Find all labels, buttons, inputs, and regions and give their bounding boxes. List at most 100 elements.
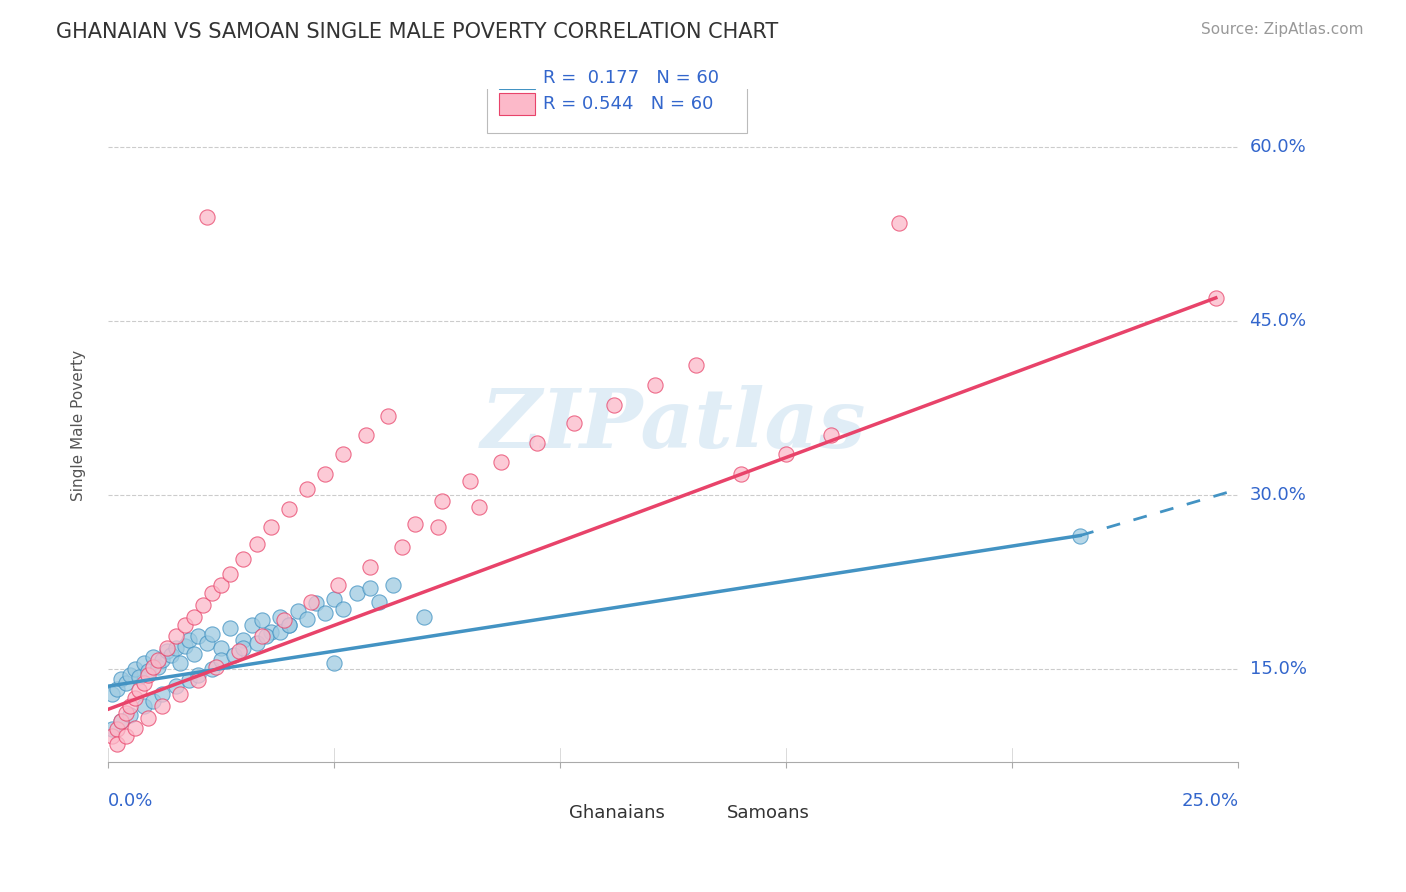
- Point: [132, 698, 155, 713]
- Point: [128, 670, 150, 684]
- Point: [110, 714, 132, 728]
- Text: R = 0.544   N = 60: R = 0.544 N = 60: [543, 95, 713, 113]
- Point: [115, 675, 138, 690]
- Point: [242, 617, 264, 632]
- Text: ZIPatlas: ZIPatlas: [481, 385, 866, 466]
- Point: [101, 722, 124, 736]
- Point: [105, 722, 128, 736]
- Point: [105, 681, 128, 696]
- Point: [173, 639, 195, 653]
- Point: [368, 594, 391, 608]
- Point: [332, 601, 354, 615]
- Point: [820, 427, 842, 442]
- FancyBboxPatch shape: [486, 59, 747, 133]
- Text: 0.0%: 0.0%: [108, 792, 153, 810]
- Point: [132, 675, 155, 690]
- Point: [730, 467, 752, 481]
- Point: [138, 710, 160, 724]
- Point: [277, 501, 299, 516]
- Point: [169, 687, 191, 701]
- Point: [195, 636, 218, 650]
- Point: [1069, 528, 1091, 542]
- Point: [381, 578, 404, 592]
- Point: [105, 737, 128, 751]
- Point: [150, 687, 173, 701]
- Point: [110, 673, 132, 687]
- Point: [165, 640, 187, 655]
- Text: 45.0%: 45.0%: [1250, 312, 1306, 330]
- Point: [155, 644, 177, 658]
- Point: [277, 617, 299, 632]
- Point: [228, 644, 250, 658]
- Point: [458, 474, 481, 488]
- Point: [432, 493, 454, 508]
- Point: [124, 690, 146, 705]
- Point: [277, 617, 299, 632]
- Point: [644, 377, 666, 392]
- Point: [287, 604, 309, 618]
- Point: [685, 358, 707, 372]
- Text: Source: ZipAtlas.com: Source: ZipAtlas.com: [1201, 22, 1364, 37]
- Point: [603, 398, 626, 412]
- Point: [150, 698, 173, 713]
- Point: [775, 447, 797, 461]
- Point: [269, 624, 291, 639]
- Point: [165, 679, 187, 693]
- Point: [254, 629, 277, 643]
- Point: [889, 215, 911, 229]
- Point: [391, 540, 413, 554]
- Point: [314, 606, 336, 620]
- Point: [562, 416, 585, 430]
- Point: [218, 621, 240, 635]
- Point: [201, 662, 224, 676]
- Point: [101, 687, 124, 701]
- Text: 25.0%: 25.0%: [1181, 792, 1239, 810]
- Point: [146, 652, 169, 666]
- Point: [246, 536, 269, 550]
- Text: 15.0%: 15.0%: [1250, 660, 1306, 678]
- Point: [322, 656, 344, 670]
- Text: R =  0.177   N = 60: R = 0.177 N = 60: [543, 69, 718, 87]
- Point: [526, 435, 548, 450]
- Point: [299, 594, 322, 608]
- Point: [142, 650, 165, 665]
- Point: [205, 659, 228, 673]
- FancyBboxPatch shape: [693, 805, 723, 822]
- FancyBboxPatch shape: [499, 68, 536, 89]
- Point: [120, 667, 142, 681]
- Text: Samoans: Samoans: [727, 805, 810, 822]
- Point: [142, 659, 165, 673]
- Point: [191, 598, 214, 612]
- Point: [332, 447, 354, 461]
- Point: [259, 520, 281, 534]
- Point: [128, 682, 150, 697]
- Point: [179, 632, 201, 647]
- Point: [467, 500, 489, 514]
- Point: [187, 629, 209, 643]
- Point: [246, 636, 269, 650]
- Point: [195, 210, 218, 224]
- Point: [404, 516, 426, 531]
- Point: [273, 613, 295, 627]
- Text: 30.0%: 30.0%: [1250, 486, 1306, 504]
- Point: [359, 581, 381, 595]
- Text: 60.0%: 60.0%: [1250, 138, 1306, 156]
- FancyBboxPatch shape: [499, 94, 536, 115]
- Point: [169, 656, 191, 670]
- Point: [142, 694, 165, 708]
- Point: [150, 652, 173, 666]
- Point: [413, 609, 436, 624]
- Point: [426, 520, 449, 534]
- Y-axis label: Single Male Poverty: Single Male Poverty: [72, 350, 86, 501]
- Point: [232, 551, 254, 566]
- Point: [328, 578, 350, 592]
- Point: [259, 624, 281, 639]
- Point: [124, 721, 146, 735]
- Point: [138, 664, 160, 678]
- Point: [1205, 291, 1227, 305]
- Point: [183, 647, 205, 661]
- Point: [314, 467, 336, 481]
- Point: [124, 662, 146, 676]
- Point: [232, 632, 254, 647]
- Point: [120, 698, 142, 713]
